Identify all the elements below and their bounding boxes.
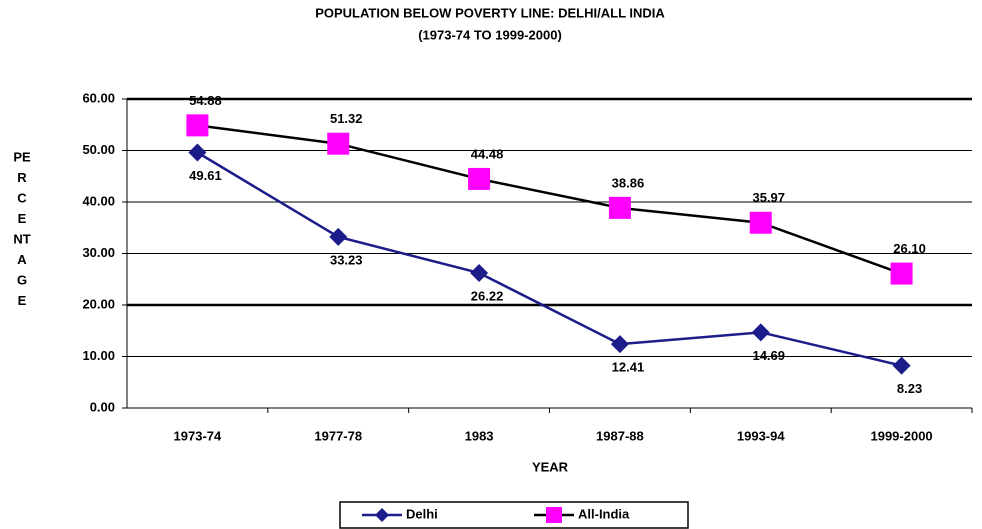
y-tick-label: 60.00 — [82, 90, 115, 105]
y-axis-label: E — [18, 293, 27, 308]
x-tick-label: 1999-2000 — [870, 428, 932, 443]
data-label: 38.86 — [612, 175, 645, 190]
x-tick-label: 1983 — [465, 428, 494, 443]
y-axis-label: C — [17, 190, 27, 205]
marker — [751, 323, 770, 342]
y-axis-label: PE — [13, 149, 31, 164]
marker — [749, 211, 772, 234]
y-axis-label: G — [17, 272, 27, 287]
y-axis-label: E — [18, 211, 27, 226]
legend-marker — [546, 507, 562, 523]
marker — [610, 335, 629, 354]
chart-subtitle: (1973-74 TO 1999-2000) — [418, 27, 562, 42]
y-tick-label: 0.00 — [90, 399, 115, 414]
x-tick-label: 1987-88 — [596, 428, 644, 443]
y-axis-label: R — [17, 170, 27, 185]
x-tick-label: 1993-94 — [737, 428, 785, 443]
marker — [890, 262, 913, 285]
y-axis-label: A — [17, 252, 27, 267]
data-label: 44.48 — [471, 146, 504, 161]
data-label: 14.69 — [752, 348, 785, 363]
data-label: 33.23 — [330, 252, 363, 267]
x-tick-label: 1973-74 — [174, 428, 222, 443]
y-tick-label: 20.00 — [82, 296, 115, 311]
series-line — [197, 124, 903, 275]
y-axis-label: NT — [13, 231, 30, 246]
data-label: 54.88 — [189, 93, 222, 108]
data-label: 49.61 — [189, 168, 222, 183]
y-tick-label: 50.00 — [82, 142, 115, 157]
marker — [329, 227, 348, 246]
data-label: 12.41 — [612, 360, 645, 375]
marker — [327, 132, 350, 155]
marker — [468, 167, 491, 190]
legend-label: All-India — [578, 506, 630, 521]
marker — [608, 196, 631, 219]
marker — [186, 114, 209, 137]
data-label: 35.97 — [752, 190, 785, 205]
data-label: 51.32 — [330, 111, 363, 126]
y-tick-label: 40.00 — [82, 193, 115, 208]
data-label: 26.10 — [893, 241, 926, 256]
marker — [470, 263, 489, 282]
legend-marker — [375, 508, 389, 522]
y-tick-label: 10.00 — [82, 348, 115, 363]
series-line — [196, 151, 902, 367]
data-label: 26.22 — [471, 288, 504, 303]
data-label: 8.23 — [897, 381, 922, 396]
marker — [188, 143, 207, 162]
chart-title: POPULATION BELOW POVERTY LINE: DELHI/ALL… — [315, 5, 665, 20]
legend-label: Delhi — [406, 506, 438, 521]
marker — [892, 356, 911, 375]
x-tick-label: 1977-78 — [314, 428, 362, 443]
y-tick-label: 30.00 — [82, 245, 115, 260]
x-axis-label: YEAR — [532, 459, 569, 474]
